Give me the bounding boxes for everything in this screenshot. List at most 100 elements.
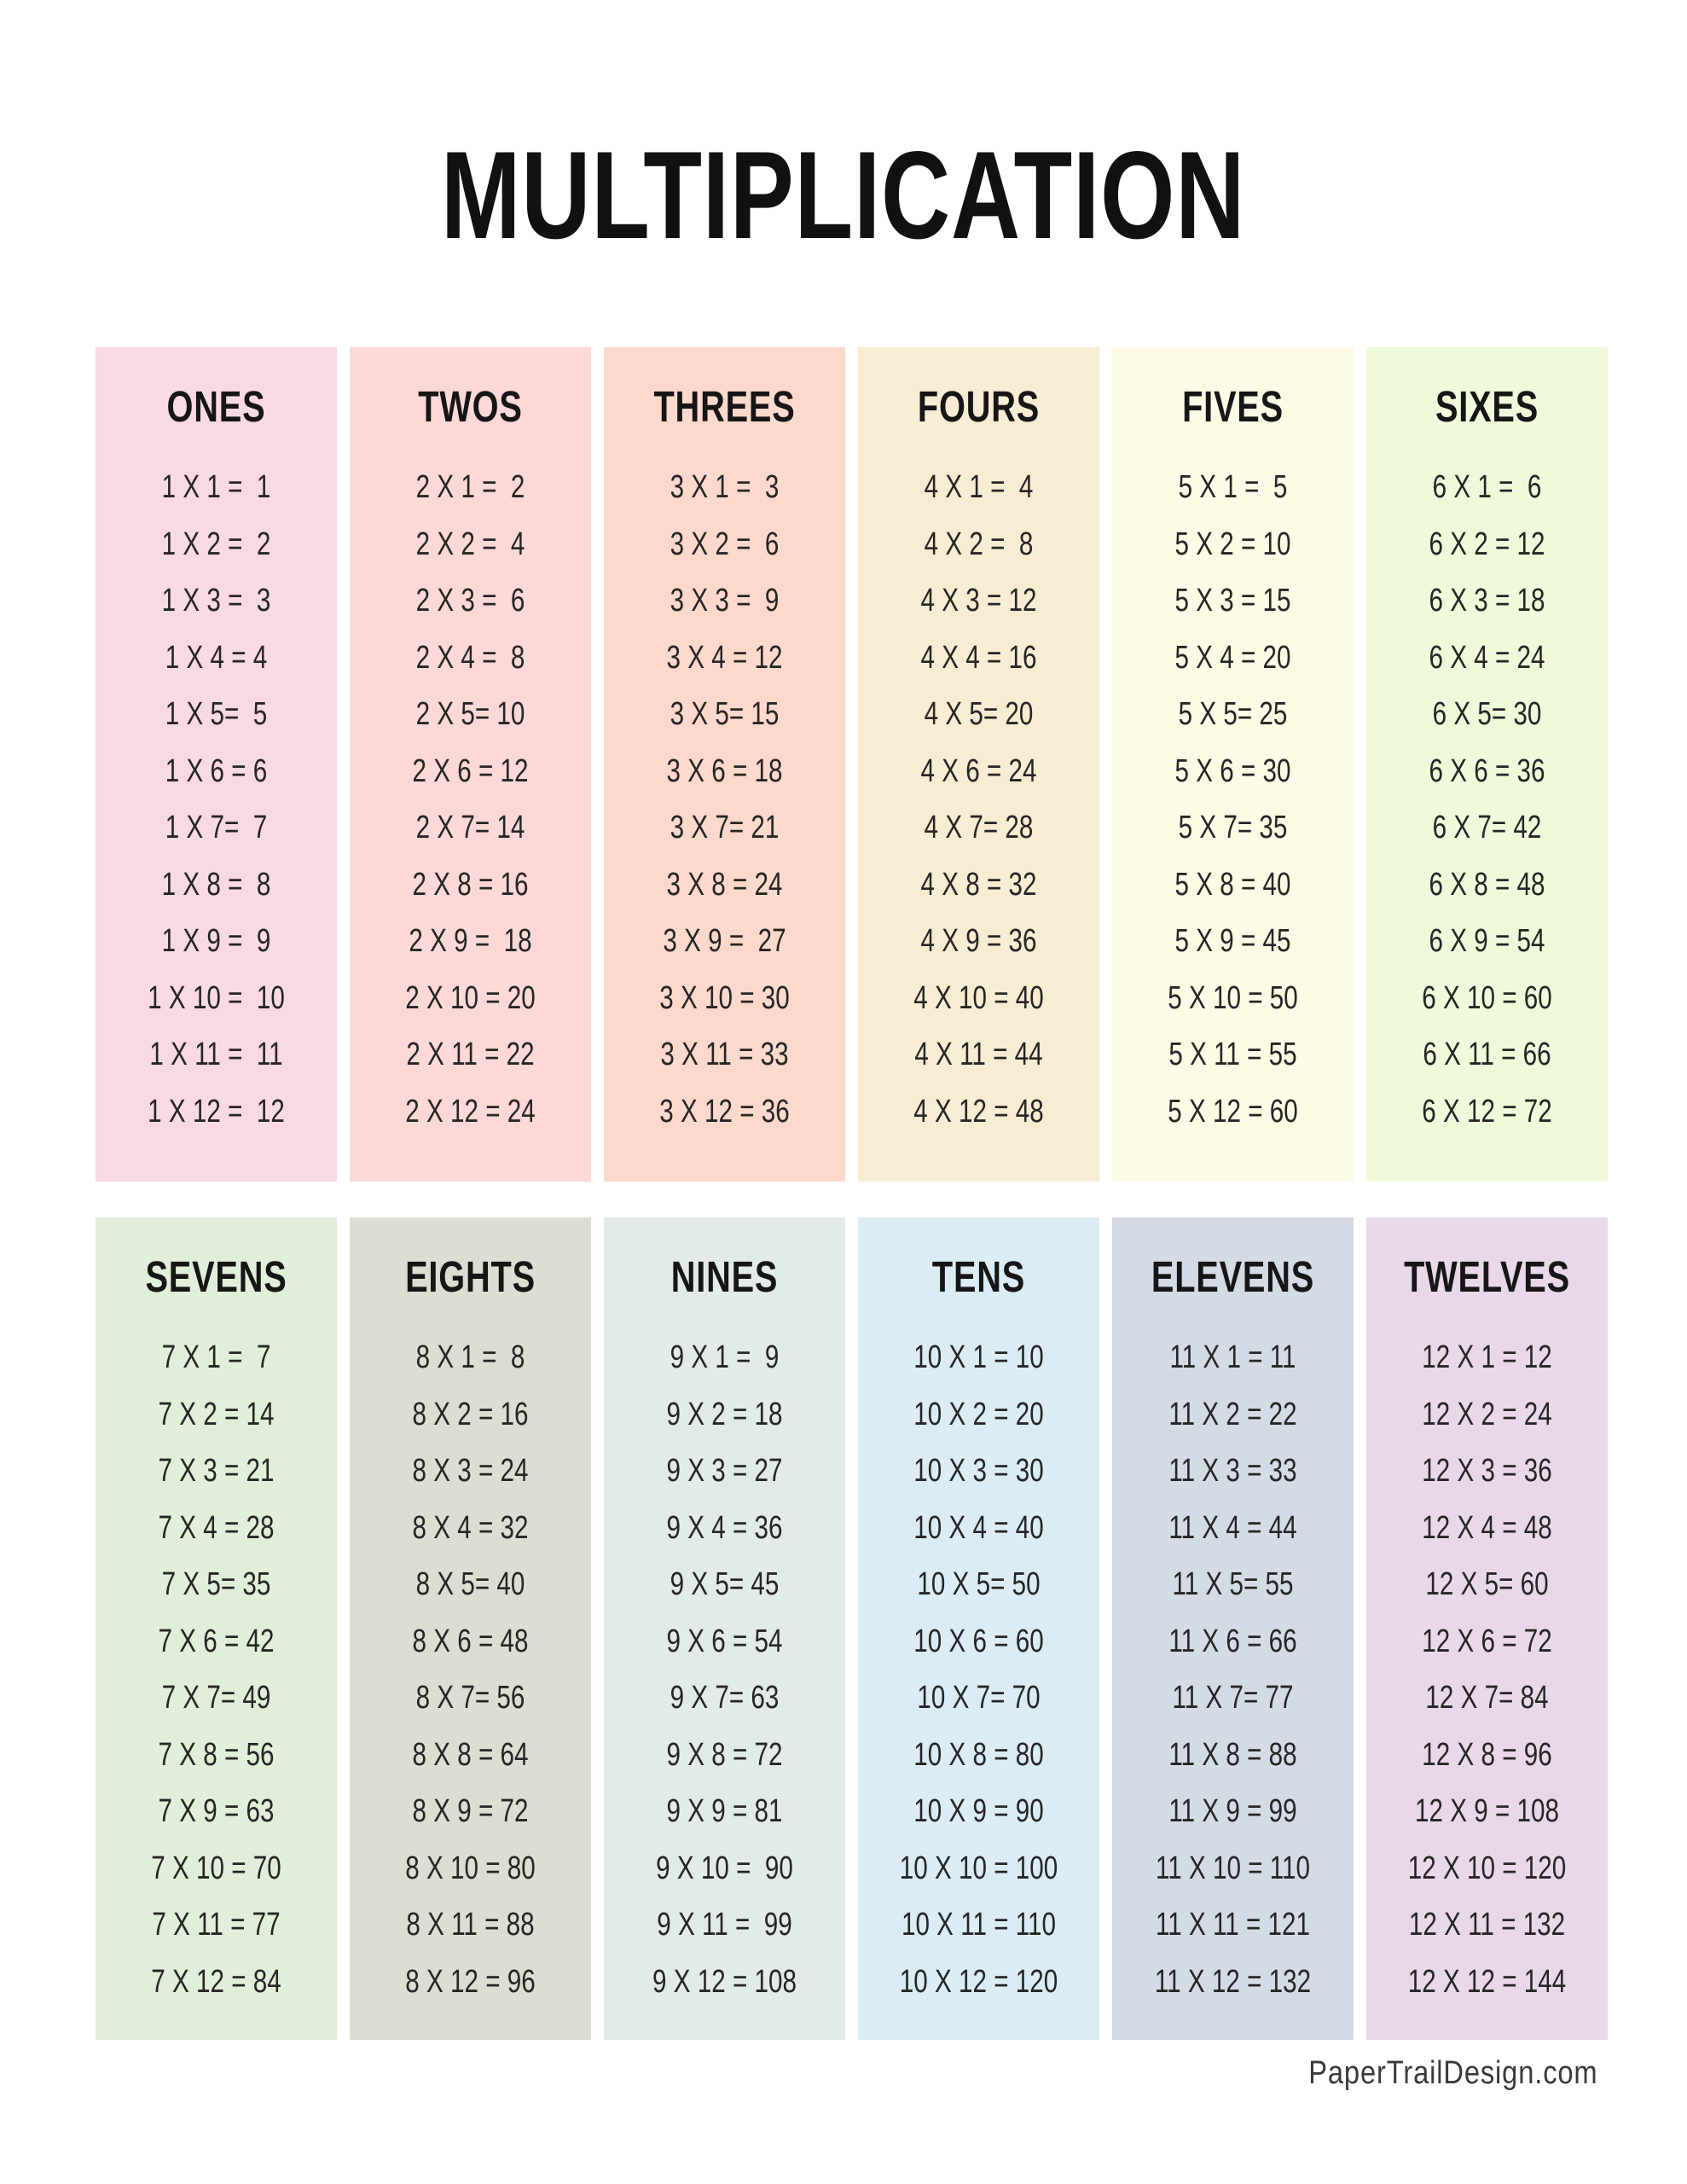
fact-row: 2 X 8 = 16 — [412, 866, 529, 903]
fact-row: 2 X 10 = 20 — [405, 979, 536, 1016]
times-table-block: FOURS 4 X 1 = 4 4 X 2 = 8 4 X 3 = 12 4 X 4 … — [858, 347, 1099, 1182]
fact-row: 2 X 1 = 2 — [415, 469, 525, 505]
fact-row: 12 X 9 = 108 — [1415, 1793, 1559, 1829]
fact-row: 6 X 2 = 12 — [1429, 526, 1545, 562]
fact-row: 2 X 12 = 24 — [405, 1093, 536, 1130]
fact-row: 11 X 11 = 121 — [1155, 1907, 1311, 1943]
fact-row: 5 X 7= 35 — [1178, 810, 1288, 845]
fact-row: 11 X 10 = 110 — [1155, 1850, 1311, 1886]
fact-row: 10 X 10 = 100 — [899, 1850, 1058, 1886]
times-table-facts: 2 X 1 = 2 2 X 2 = 4 2 X 3 = 6 2 X 4 = 8 2 X … — [376, 459, 565, 1140]
times-table-header: ONES — [166, 382, 266, 431]
fact-row: 8 X 11 = 88 — [406, 1907, 535, 1943]
fact-row: 12 X 12 = 144 — [1407, 1963, 1567, 2000]
fact-row: 9 X 4 = 36 — [666, 1509, 783, 1546]
times-table-block: ONES 1 X 1 = 1 1 X 2 = 2 1 X 3 = 3 1 X 4 = … — [96, 347, 337, 1182]
fact-row: 12 X 10 = 120 — [1407, 1850, 1567, 1886]
fact-row: 6 X 5= 30 — [1432, 696, 1542, 732]
fact-row: 8 X 4 = 32 — [412, 1509, 529, 1546]
fact-row: 12 X 8 = 96 — [1422, 1736, 1552, 1773]
times-table-block: FIVES 5 X 1 = 5 5 X 2 = 10 5 X 3 = 15 5 X 4… — [1112, 347, 1354, 1182]
fact-row: 11 X 4 = 44 — [1168, 1509, 1297, 1546]
fact-row: 8 X 1 = 8 — [415, 1339, 525, 1375]
times-table-block: NINES 9 X 1 = 9 9 X 2 = 18 9 X 3 = 27 9 X 4… — [604, 1217, 845, 2040]
fact-row: 4 X 11 = 44 — [914, 1037, 1043, 1072]
times-table-header: TENS — [931, 1252, 1026, 1301]
fact-row: 11 X 6 = 66 — [1168, 1623, 1297, 1659]
fact-row: 6 X 6 = 36 — [1429, 752, 1545, 789]
fact-row: 10 X 2 = 20 — [913, 1396, 1044, 1432]
fact-row: 8 X 2 = 16 — [412, 1396, 529, 1432]
fact-row: 3 X 5= 15 — [670, 696, 780, 732]
fact-row: 5 X 6 = 30 — [1174, 752, 1291, 789]
fact-row: 8 X 6 = 48 — [412, 1623, 529, 1659]
times-table-facts: 3 X 1 = 3 3 X 2 = 6 3 X 3 = 9 3 X 4 = 12 3 X… — [630, 459, 819, 1140]
fact-row: 12 X 3 = 36 — [1422, 1453, 1552, 1489]
fact-row: 10 X 7= 70 — [917, 1680, 1041, 1716]
fact-row: 11 X 12 = 132 — [1154, 1963, 1312, 2000]
fact-row: 7 X 5= 35 — [161, 1566, 271, 1602]
fact-row: 8 X 8 = 64 — [412, 1736, 529, 1773]
times-table-block: TWOS 2 X 1 = 2 2 X 2 = 4 2 X 3 = 6 2 X 4 = … — [350, 347, 591, 1182]
fact-row: 2 X 2 = 4 — [415, 526, 525, 562]
footer-credit-text: PaperTrailDesign.com — [1308, 2055, 1598, 2091]
times-table-header: FOURS — [917, 382, 1041, 431]
page-title: MULTIPLICATION — [0, 133, 1687, 258]
fact-row: 10 X 11 = 110 — [901, 1907, 1057, 1943]
times-table-facts: 1 X 1 = 1 1 X 2 = 2 1 X 3 = 3 1 X 4 = 4 1 X … — [122, 459, 310, 1140]
fact-row: 9 X 2 = 18 — [666, 1396, 783, 1432]
fact-row: 12 X 2 = 24 — [1422, 1396, 1552, 1432]
fact-row: 11 X 1 = 11 — [1169, 1339, 1296, 1375]
fact-row: 10 X 5= 50 — [917, 1566, 1041, 1602]
fact-row: 7 X 3 = 21 — [158, 1453, 275, 1489]
fact-row: 7 X 10 = 70 — [151, 1850, 281, 1886]
fact-row: 1 X 6 = 6 — [165, 752, 268, 789]
fact-row: 12 X 5= 60 — [1425, 1566, 1549, 1602]
fact-row: 10 X 12 = 120 — [899, 1963, 1058, 2000]
fact-row: 9 X 6 = 54 — [666, 1623, 783, 1659]
fact-row: 4 X 10 = 40 — [913, 979, 1044, 1016]
fact-row: 4 X 4 = 16 — [920, 639, 1037, 676]
times-table-header: SEVENS — [145, 1252, 287, 1301]
fact-row: 4 X 12 = 48 — [913, 1093, 1044, 1130]
fact-row: 4 X 5= 20 — [924, 696, 1034, 732]
fact-row: 5 X 8 = 40 — [1174, 866, 1291, 903]
fact-row: 7 X 1 = 7 — [161, 1339, 271, 1375]
fact-row: 8 X 3 = 24 — [412, 1453, 529, 1489]
fact-row: 1 X 12 = 12 — [148, 1093, 285, 1130]
fact-row: 1 X 4 = 4 — [165, 639, 268, 676]
fact-row: 3 X 11 = 33 — [660, 1037, 789, 1072]
fact-row: 11 X 8 = 88 — [1168, 1736, 1297, 1773]
fact-row: 2 X 7= 14 — [415, 810, 525, 845]
fact-row: 7 X 4 = 28 — [158, 1509, 275, 1546]
fact-row: 2 X 3 = 6 — [415, 583, 525, 619]
fact-row: 4 X 8 = 32 — [920, 866, 1037, 903]
fact-row: 4 X 6 = 24 — [920, 752, 1037, 789]
fact-row: 6 X 3 = 18 — [1429, 583, 1545, 619]
fact-row: 9 X 9 = 81 — [666, 1793, 783, 1829]
fact-row: 1 X 10 = 10 — [148, 979, 285, 1016]
fact-row: 6 X 7= 42 — [1432, 810, 1542, 845]
fact-row: 10 X 8 = 80 — [913, 1736, 1044, 1773]
fact-row: 7 X 7= 49 — [161, 1680, 271, 1716]
times-table-facts: 8 X 1 = 8 8 X 2 = 16 8 X 3 = 24 8 X 4 = 32 8… — [376, 1329, 565, 2010]
fact-row: 5 X 4 = 20 — [1174, 639, 1291, 676]
times-table-header: SIXES — [1435, 382, 1539, 431]
fact-row: 11 X 3 = 33 — [1168, 1453, 1297, 1489]
fact-row: 3 X 6 = 18 — [666, 752, 783, 789]
fact-row: 12 X 7= 84 — [1425, 1680, 1549, 1716]
fact-row: 4 X 1 = 4 — [924, 469, 1034, 505]
fact-row: 3 X 3 = 9 — [670, 583, 780, 619]
fact-row: 12 X 4 = 48 — [1422, 1509, 1552, 1546]
fact-row: 1 X 3 = 3 — [161, 583, 271, 619]
fact-row: 11 X 5= 55 — [1172, 1566, 1294, 1602]
fact-row: 5 X 12 = 60 — [1168, 1093, 1298, 1130]
fact-row: 12 X 11 = 132 — [1408, 1907, 1566, 1943]
times-table-facts: 6 X 1 = 6 6 X 2 = 12 6 X 3 = 18 6 X 4 = 24 6… — [1393, 459, 1581, 1140]
fact-row: 1 X 7= 7 — [165, 810, 268, 845]
fact-row: 9 X 11 = 99 — [657, 1907, 792, 1943]
fact-row: 3 X 7= 21 — [670, 810, 780, 845]
fact-row: 6 X 4 = 24 — [1429, 639, 1545, 676]
times-table-block: TENS 10 X 1 = 10 10 X 2 = 20 10 X 3 = 30 10… — [858, 1217, 1099, 2040]
